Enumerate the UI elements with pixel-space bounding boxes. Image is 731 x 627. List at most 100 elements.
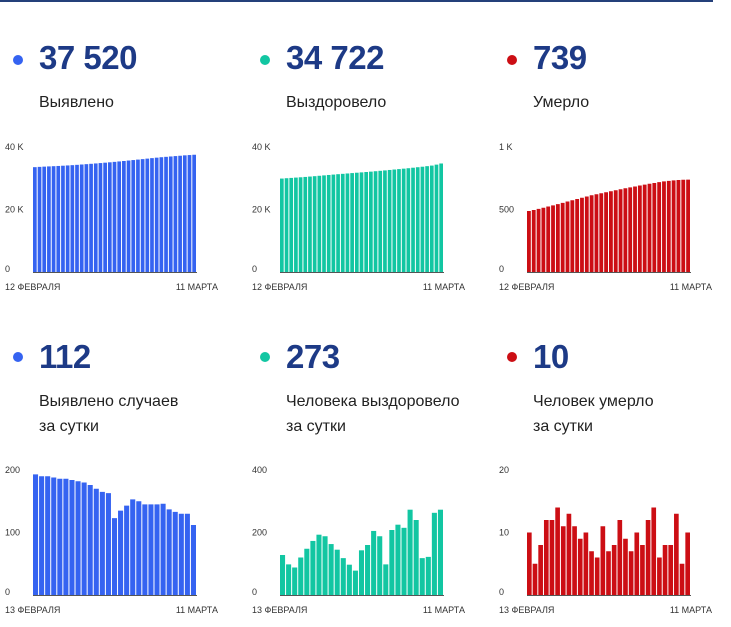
- bar: [383, 170, 387, 272]
- x-end-label: 11 МАРТА: [670, 605, 712, 615]
- y-tick-label: 20 K: [252, 205, 271, 215]
- bar: [681, 179, 686, 272]
- bar: [136, 159, 140, 272]
- stat-label-line: за сутки: [286, 418, 346, 435]
- bar: [686, 179, 690, 273]
- bar: [565, 201, 570, 272]
- bar: [566, 513, 572, 595]
- bar: [536, 208, 541, 273]
- bar-chart: 0 20 K 40 K 12 ФЕВРАЛЯ 11 МАРТА: [5, 142, 218, 292]
- bar: [543, 520, 549, 595]
- bar: [352, 570, 358, 596]
- bar: [378, 170, 383, 272]
- bar: [47, 166, 51, 272]
- bar: [178, 155, 182, 272]
- bar: [187, 155, 192, 272]
- bar: [81, 482, 87, 595]
- bar: [39, 476, 45, 595]
- bar: [668, 545, 674, 595]
- bar: [145, 158, 150, 273]
- bar: [51, 166, 56, 272]
- bar: [280, 178, 284, 272]
- panel-deaths-total: 739 Умерло 0 500 1 K 12 ФЕВРАЛЯ 11 МАРТА: [494, 0, 731, 300]
- bar: [98, 163, 103, 272]
- x-end-label: 11 МАРТА: [176, 605, 218, 615]
- bar: [373, 171, 378, 272]
- bar: [33, 474, 39, 596]
- bar: [532, 563, 538, 595]
- y-tick-label: 0: [252, 264, 257, 274]
- bar: [350, 173, 354, 272]
- y-tick-label: 40 K: [5, 142, 24, 152]
- bar: [304, 548, 310, 595]
- bar: [676, 180, 681, 272]
- bar: [328, 544, 334, 595]
- bar: [657, 182, 662, 273]
- bar: [75, 481, 81, 595]
- bar: [340, 173, 345, 272]
- bar: [159, 157, 164, 272]
- bar: [439, 163, 443, 272]
- stat-value: 739: [533, 39, 587, 76]
- bar: [589, 195, 594, 272]
- bar: [389, 530, 395, 595]
- y-tick-label: 40 K: [252, 142, 271, 152]
- bar: [89, 163, 93, 272]
- y-tick-label: 20 K: [5, 205, 24, 215]
- bar: [336, 174, 340, 272]
- stat-label-line: Выявлено: [39, 94, 114, 111]
- bar: [346, 564, 352, 595]
- bar: [613, 190, 618, 272]
- bar: [599, 193, 604, 272]
- stat-label-line: Человек умерло: [533, 393, 654, 410]
- bar: [606, 551, 611, 595]
- bar: [604, 192, 608, 272]
- bar: [93, 163, 98, 272]
- bar: [111, 518, 118, 596]
- panel-recovered-daily: 273 Человека выздоровело за сутки 0 200 40…: [247, 320, 487, 620]
- bar: [312, 176, 317, 272]
- bar: [310, 540, 316, 595]
- bar: [112, 161, 117, 273]
- bar: [555, 204, 560, 273]
- bar: [160, 503, 166, 595]
- bar: [118, 510, 124, 596]
- bar: [192, 154, 196, 272]
- bar: [33, 167, 37, 272]
- y-tick-label: 100: [5, 528, 20, 538]
- bar: [575, 199, 580, 272]
- stat-label: Выявлено случаев за сутки: [39, 389, 178, 439]
- bar: [37, 166, 42, 273]
- bar: [633, 186, 637, 272]
- bar: [401, 527, 407, 595]
- panel-confirmed-total: 37 520 Выявлено 0 20 K 40 K 12 ФЕВРАЛЯ 11 МА…: [0, 0, 240, 300]
- series-dot-icon: [507, 55, 517, 65]
- bar: [577, 538, 583, 595]
- bar: [87, 485, 93, 595]
- bar: [634, 532, 640, 595]
- series-dot-icon: [13, 55, 23, 65]
- bar: [609, 191, 613, 272]
- bar: [103, 162, 107, 272]
- bar: [679, 563, 685, 595]
- bar: [611, 545, 617, 595]
- bar: [69, 480, 75, 595]
- stat-label-line: Человека выздоровело: [286, 393, 460, 410]
- bar: [369, 171, 373, 273]
- y-tick-label: 200: [252, 528, 267, 538]
- stat-label: Человека выздоровело за сутки: [286, 389, 459, 439]
- panel-confirmed-daily: 112 Выявлено случаев за сутки 0 100 200 13 …: [0, 320, 240, 620]
- y-tick-label: 10: [499, 528, 509, 538]
- bar: [105, 493, 111, 596]
- bar: [56, 165, 61, 272]
- bar: [131, 160, 136, 272]
- stat-value: 273: [286, 338, 340, 375]
- stat-label-line: за сутки: [39, 418, 99, 435]
- bar: [164, 156, 168, 272]
- stat-label: Человек умерло за сутки: [533, 389, 654, 439]
- x-end-label: 11 МАРТА: [423, 282, 465, 292]
- bar: [365, 545, 371, 595]
- stat-label: Умерло: [533, 90, 589, 115]
- bar-chart: 0 200 400 13 ФЕВРАЛЯ 11 МАРТА: [252, 465, 465, 615]
- x-start-label: 12 ФЕВРАЛЯ: [252, 282, 307, 292]
